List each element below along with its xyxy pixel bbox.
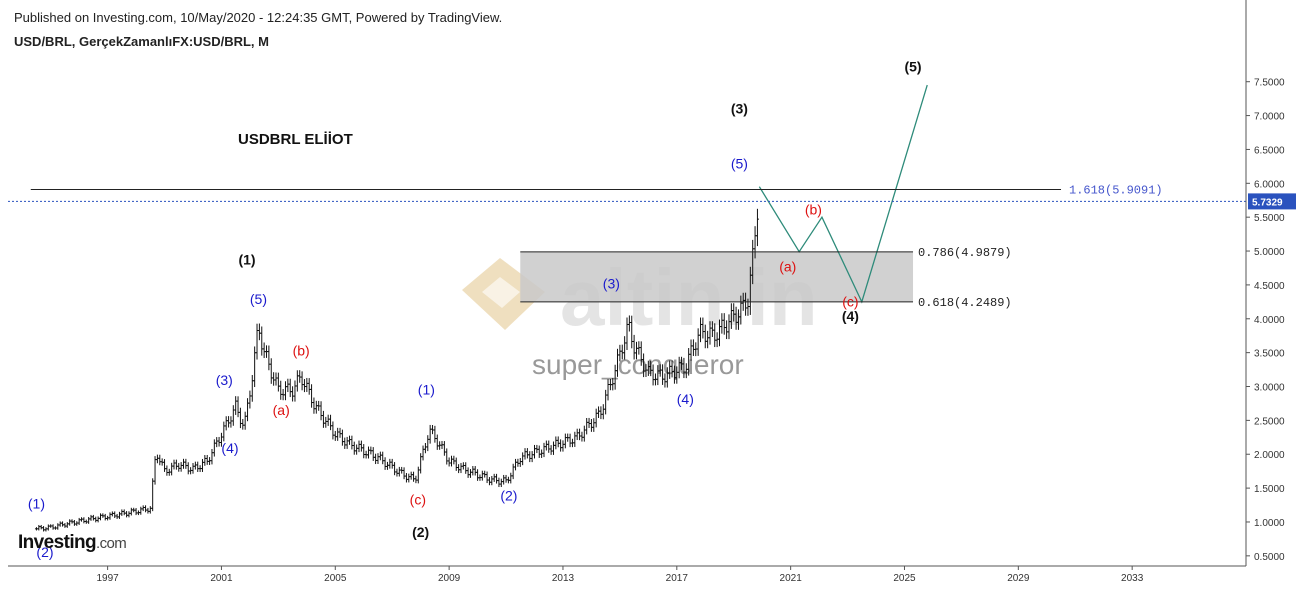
y-tick-label: 3.0000 bbox=[1254, 383, 1285, 394]
price-bars bbox=[34, 208, 759, 532]
y-tick-label: 5.0000 bbox=[1254, 247, 1285, 258]
investing-logo-suffix: .com bbox=[96, 535, 127, 552]
wave-label: (c) bbox=[842, 294, 858, 310]
y-tick-label: 1.5000 bbox=[1254, 484, 1285, 495]
watermark-user: super_conqueror bbox=[532, 349, 744, 380]
investing-logo: Investing.com bbox=[18, 532, 127, 554]
y-tick-label: 4.0000 bbox=[1254, 315, 1285, 326]
y-tick-label: 3.5000 bbox=[1254, 349, 1285, 360]
x-tick-label: 2029 bbox=[1007, 573, 1030, 584]
y-tick-label: 6.0000 bbox=[1254, 179, 1285, 190]
investing-logo-text: Investing bbox=[18, 532, 97, 553]
y-tick-label: 0.5000 bbox=[1254, 552, 1285, 563]
x-tick-label: 2013 bbox=[552, 573, 575, 584]
wave-label: (3) bbox=[216, 372, 233, 388]
symbol-title: USD/BRL, GerçekZamanlıFX:USD/BRL, M bbox=[14, 34, 269, 49]
x-tick-label: 2017 bbox=[666, 573, 689, 584]
fib-label-1.618: 1.618(5.9091) bbox=[1069, 183, 1163, 197]
wave-label: (a) bbox=[273, 402, 290, 418]
fib-zone bbox=[520, 251, 914, 302]
y-tick-label: 2.5000 bbox=[1254, 416, 1285, 427]
wave-label: (4) bbox=[842, 308, 859, 324]
wave-label: (3) bbox=[731, 101, 748, 117]
chart-title: USDBRL ELİİOT bbox=[238, 131, 353, 148]
x-tick-label: 2025 bbox=[893, 573, 916, 584]
y-tick-label: 7.5000 bbox=[1254, 78, 1285, 89]
wave-label: (1) bbox=[238, 252, 255, 268]
wave-label: (b) bbox=[805, 201, 822, 217]
altin-logo-shape-inner bbox=[482, 277, 520, 308]
wave-label: (2) bbox=[36, 544, 53, 560]
x-tick-label: 2009 bbox=[438, 573, 461, 584]
y-tick-label: 6.5000 bbox=[1254, 145, 1285, 156]
x-tick-label: 1997 bbox=[96, 573, 119, 584]
x-tick-label: 2001 bbox=[210, 573, 233, 584]
y-tick-label: 5.5000 bbox=[1254, 213, 1285, 224]
wave-label: (4) bbox=[221, 440, 238, 456]
fib-label-0.618: 0.618(4.2489) bbox=[918, 296, 1012, 310]
current-price-badge bbox=[1248, 193, 1296, 210]
y-tick-label: 4.5000 bbox=[1254, 281, 1285, 292]
y-tick-label: 7.0000 bbox=[1254, 112, 1285, 123]
wave-label: (5) bbox=[904, 59, 921, 75]
wave-label: (5) bbox=[250, 291, 267, 307]
current-price-label: 5.7329 bbox=[1252, 197, 1283, 208]
x-tick-label: 2005 bbox=[324, 573, 347, 584]
x-tick-label: 2033 bbox=[1121, 573, 1144, 584]
y-tick-label: 2.0000 bbox=[1254, 450, 1285, 461]
wave-label: (1) bbox=[418, 382, 435, 398]
y-tick-label: 1.0000 bbox=[1254, 518, 1285, 529]
x-tick-label: 2021 bbox=[780, 573, 803, 584]
wave-label: (c) bbox=[410, 491, 426, 507]
projection-line bbox=[758, 84, 928, 304]
fib-label-0.786: 0.786(4.9879) bbox=[918, 246, 1012, 260]
wave-label: (2) bbox=[500, 487, 517, 503]
wave-label: (b) bbox=[293, 342, 310, 358]
wave-label: (3) bbox=[603, 275, 620, 291]
published-info: Published on Investing.com, 10/May/2020 … bbox=[14, 10, 503, 25]
wave-label: (5) bbox=[731, 155, 748, 171]
wave-label: (a) bbox=[779, 258, 796, 274]
wave-label: (4) bbox=[677, 391, 694, 407]
wave-label: (2) bbox=[412, 524, 429, 540]
wave-label: (1) bbox=[28, 495, 45, 511]
